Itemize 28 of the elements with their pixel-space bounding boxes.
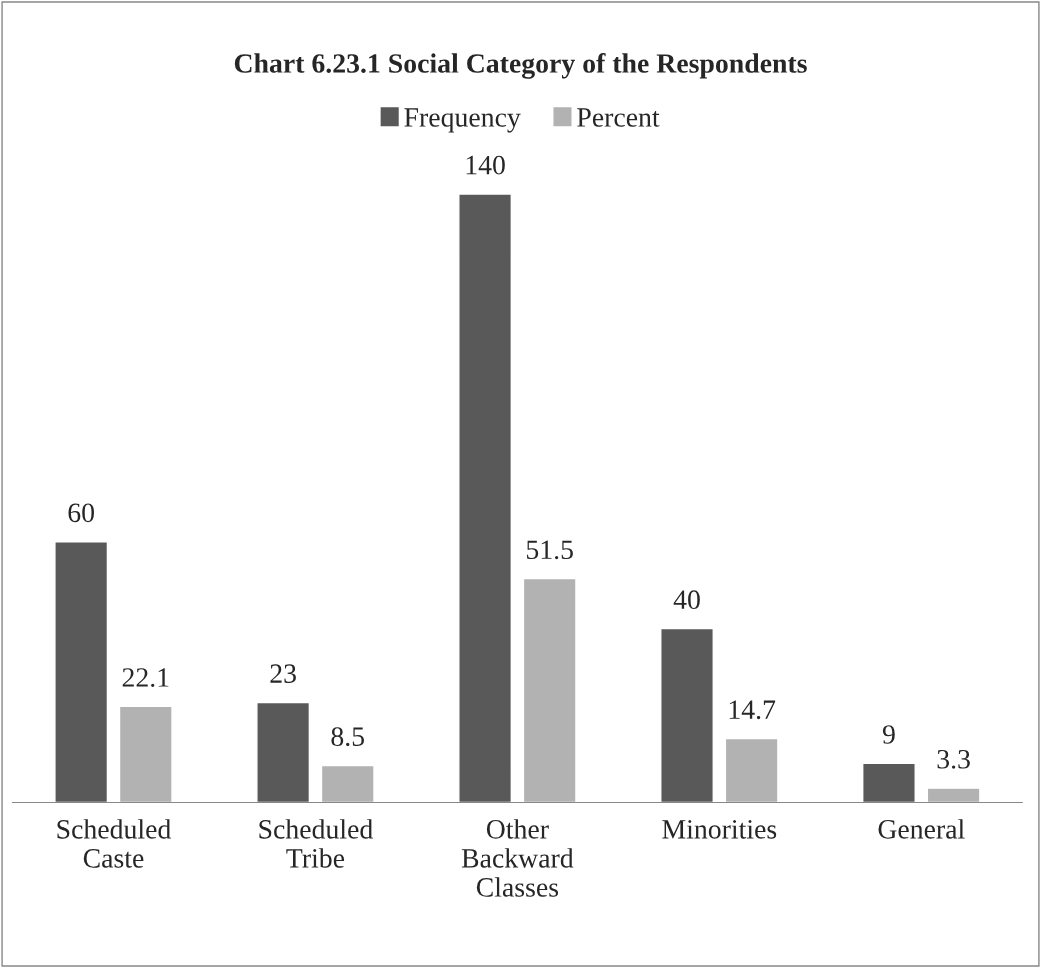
x-tick-label: General (878, 819, 965, 839)
bar (660, 627, 714, 803)
legend-label: Frequency (404, 108, 521, 133)
data-label: 22.1 (122, 668, 169, 688)
data-label: 8.5 (331, 727, 365, 747)
bar (458, 193, 513, 803)
bar (724, 737, 779, 803)
data-label: 9 (882, 725, 895, 744)
bar (320, 764, 375, 803)
bar (926, 787, 981, 803)
bar (522, 577, 577, 803)
bar (256, 701, 311, 803)
data-label: 51.5 (527, 540, 573, 560)
x-tick-label: Other Backward Classes (461, 819, 574, 897)
bar (862, 762, 916, 803)
x-tick-label: Scheduled Tribe (259, 819, 373, 868)
data-label: 140 (466, 155, 505, 175)
legend-label: Percent (577, 108, 660, 127)
data-label: 40 (673, 590, 700, 610)
data-label: 23 (270, 664, 296, 683)
data-label: 3.3 (937, 749, 970, 769)
chart-title: Chart 6.23.1 Social Category of the Respondents (234, 53, 807, 79)
data-label: 14.7 (729, 700, 776, 720)
bar (118, 705, 173, 803)
x-tick-label: Minorities (662, 820, 777, 839)
x-tick-label: Scheduled Caste (57, 819, 171, 868)
bar (54, 541, 109, 803)
data-label: 60 (68, 503, 94, 523)
